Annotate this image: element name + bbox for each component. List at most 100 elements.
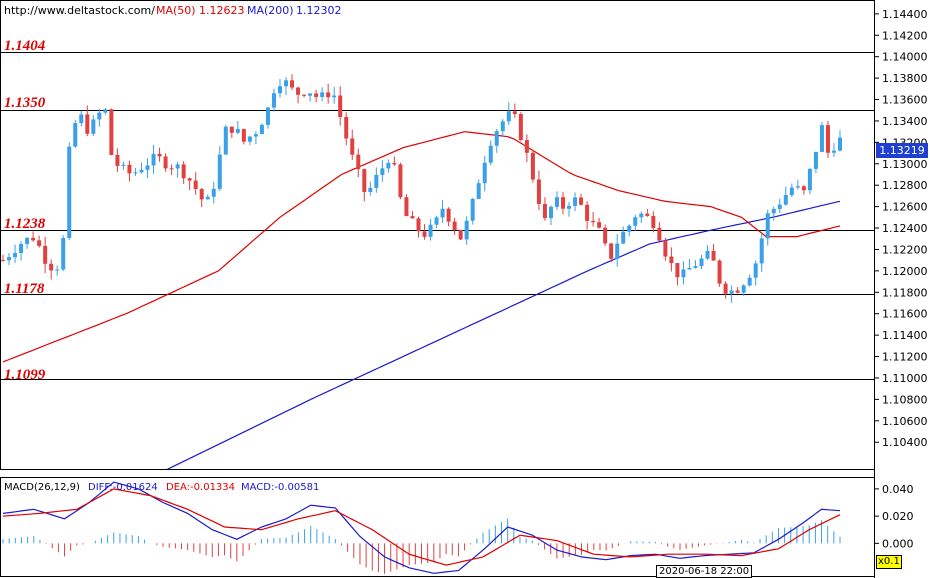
candle-body bbox=[687, 267, 692, 270]
candle-body bbox=[639, 213, 644, 218]
macd-diff-line bbox=[2, 481, 841, 574]
candle-body bbox=[747, 277, 752, 286]
candle-body bbox=[717, 260, 722, 284]
candle-body bbox=[350, 138, 355, 155]
candle-body bbox=[163, 156, 168, 169]
candle-body bbox=[229, 126, 234, 133]
candle-body bbox=[729, 290, 734, 294]
candle-body bbox=[314, 93, 319, 97]
price-tick-label: 1.11200 bbox=[882, 351, 928, 364]
candle-body bbox=[452, 221, 457, 230]
candle-body bbox=[759, 238, 764, 264]
macd-tick-label: 0.020 bbox=[882, 510, 914, 523]
candle-body bbox=[392, 162, 397, 165]
price-tick-label: 1.13600 bbox=[882, 94, 928, 107]
candle-body bbox=[338, 95, 343, 118]
candle-body bbox=[31, 237, 36, 241]
macd-value: MACD:-0.00581 bbox=[241, 482, 320, 493]
candle-body bbox=[109, 109, 114, 155]
candle-body bbox=[1, 260, 5, 262]
level-lines bbox=[1, 52, 874, 380]
candle-body bbox=[488, 145, 493, 163]
candle-body bbox=[326, 92, 331, 98]
price-tick-label: 1.12000 bbox=[882, 265, 928, 278]
price-tick-label: 1.12600 bbox=[882, 201, 928, 214]
candle-body bbox=[536, 179, 541, 205]
candle-body bbox=[603, 227, 608, 244]
candle-body bbox=[554, 197, 559, 207]
level-label-2: 1.1350 bbox=[4, 95, 46, 111]
price-axis: 1.14400 1.14200 1.14000 1.13800 1.13600 1.134… bbox=[874, 8, 928, 449]
candle-body bbox=[807, 168, 812, 191]
candle-body bbox=[542, 204, 547, 219]
source-url[interactable]: http://www.deltastock.com/ bbox=[4, 4, 155, 17]
candle-body bbox=[458, 229, 463, 240]
price-tick-label: 1.10400 bbox=[882, 436, 928, 449]
candle-body bbox=[795, 186, 800, 188]
candle-body bbox=[494, 131, 499, 146]
candle-body bbox=[115, 154, 120, 166]
candle-body bbox=[217, 154, 222, 189]
candle-body bbox=[404, 197, 409, 217]
candle-body bbox=[241, 129, 246, 142]
candle-body bbox=[530, 152, 535, 180]
level-label-3: 1.1238 bbox=[4, 216, 46, 232]
level-label-1: 1.1404 bbox=[4, 38, 46, 54]
candle-body bbox=[73, 123, 78, 147]
candle-body bbox=[506, 111, 511, 122]
candle-body bbox=[145, 165, 150, 170]
candle-body bbox=[332, 95, 337, 98]
candle-body bbox=[813, 151, 818, 169]
candle-body bbox=[199, 189, 204, 200]
candle-body bbox=[386, 162, 391, 169]
zoom-label[interactable]: x0.1 bbox=[876, 555, 902, 569]
candle-body bbox=[645, 213, 650, 216]
candle-body bbox=[765, 213, 770, 239]
price-tick-label: 1.11400 bbox=[882, 329, 928, 342]
price-tick-label: 1.13000 bbox=[882, 158, 928, 171]
candle-body bbox=[37, 240, 42, 246]
macd-histogram bbox=[2, 518, 841, 574]
candle-body bbox=[290, 80, 295, 88]
candle-body bbox=[609, 243, 614, 259]
macd-diff: DIFF:-0.01624 bbox=[88, 482, 158, 493]
ma200-line bbox=[166, 200, 841, 469]
price-tick-label: 1.11800 bbox=[882, 286, 928, 299]
candle-body bbox=[410, 216, 415, 219]
candle-body bbox=[211, 188, 216, 197]
candle-body bbox=[55, 269, 60, 271]
candle-body bbox=[440, 208, 445, 218]
ma200-label: MA(200) bbox=[247, 4, 294, 17]
candle-body bbox=[368, 187, 373, 192]
candle-body bbox=[247, 136, 252, 142]
price-tick-label: 1.10600 bbox=[882, 415, 928, 428]
ma50-value: 1.12623 bbox=[199, 4, 245, 17]
candle-body bbox=[265, 107, 270, 125]
candle-body bbox=[500, 121, 505, 132]
candle-body bbox=[7, 257, 12, 261]
candle-body bbox=[151, 153, 156, 166]
level-label-5: 1.1099 bbox=[4, 367, 46, 383]
candle-body bbox=[476, 183, 481, 199]
macd-tick-label: 0.040 bbox=[882, 483, 914, 496]
macd-label: MACD(26,12,9) bbox=[4, 482, 80, 493]
candle-body bbox=[699, 258, 704, 267]
candle-body bbox=[567, 205, 572, 209]
candle-body bbox=[422, 231, 427, 237]
price-tick-label: 1.10800 bbox=[882, 393, 928, 406]
candle-body bbox=[446, 208, 451, 222]
candle-body bbox=[518, 114, 523, 141]
macd-dea-line bbox=[2, 488, 841, 566]
crosshair-time-label: 2020-06-18 22:00 bbox=[656, 565, 753, 578]
candle-body bbox=[284, 80, 289, 87]
candle-body bbox=[253, 134, 258, 137]
candle-body bbox=[277, 86, 282, 94]
candle-body bbox=[657, 227, 662, 241]
candle-body bbox=[627, 225, 632, 232]
candle-body bbox=[362, 169, 367, 192]
price-tick-label: 1.14200 bbox=[882, 29, 928, 42]
candle-body bbox=[139, 169, 144, 173]
candle-body bbox=[296, 87, 301, 95]
candle-body bbox=[801, 186, 806, 191]
